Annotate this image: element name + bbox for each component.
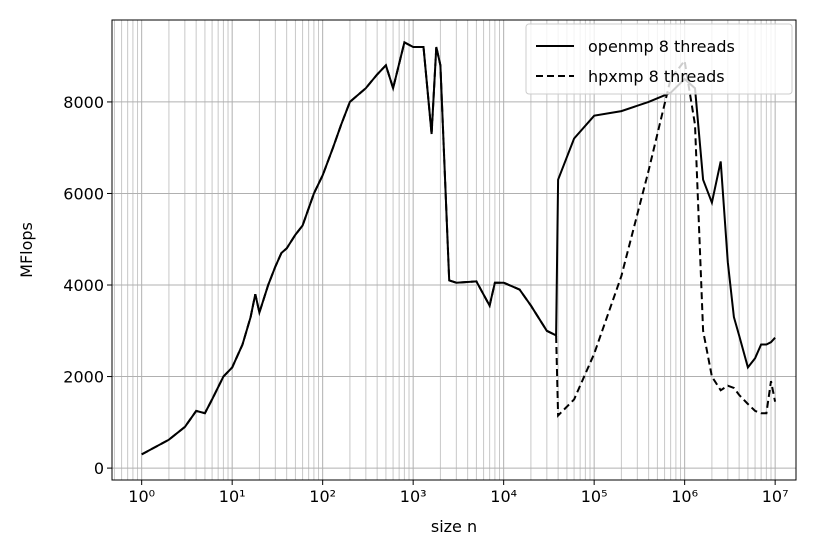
x-tick-label: 10⁴ <box>490 487 517 506</box>
x-tick-label: 10² <box>309 487 336 506</box>
x-tick-label: 10⁵ <box>581 487 608 506</box>
y-tick-label: 2000 <box>63 368 104 387</box>
x-axis-label: size n <box>431 517 477 536</box>
x-tick-label: 10¹ <box>219 487 246 506</box>
data-line <box>141 40 777 456</box>
x-tick-label: 10⁶ <box>671 487 698 506</box>
y-tick-label: 0 <box>94 459 104 478</box>
y-tick-label: 4000 <box>63 276 104 295</box>
legend-label: openmp 8 threads <box>588 37 735 56</box>
x-tick-label: 10⁷ <box>762 487 789 506</box>
plot-frame <box>111 19 797 481</box>
y-tick-label: 6000 <box>63 184 104 203</box>
y-tick-label: 8000 <box>63 93 104 112</box>
y-axis-label: MFlops <box>17 222 36 278</box>
x-tick-label: 10³ <box>400 487 427 506</box>
x-tick-label: 10⁰ <box>128 487 155 506</box>
legend-box <box>525 23 793 95</box>
data-line <box>141 40 776 456</box>
legend-label: hpxmp 8 threads <box>588 67 725 86</box>
